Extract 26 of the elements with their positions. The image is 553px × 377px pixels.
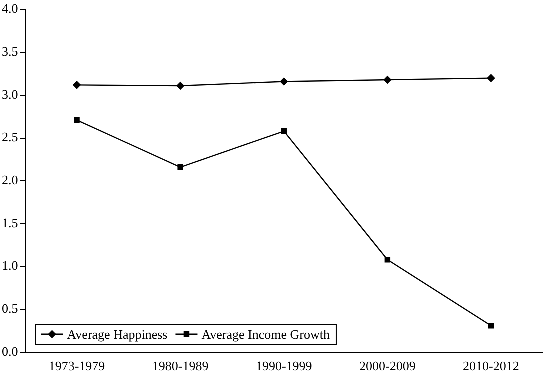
x-tick-label: 1973-1979 bbox=[48, 358, 106, 374]
point bbox=[176, 82, 184, 90]
y-tick-label: 4.0 bbox=[2, 1, 18, 16]
y-tick-label: 0.0 bbox=[2, 344, 18, 359]
point bbox=[280, 78, 288, 86]
point bbox=[178, 164, 184, 170]
y-tick-label: 2.5 bbox=[2, 130, 18, 145]
point bbox=[281, 128, 287, 134]
x-tick-label: 1990-1999 bbox=[256, 358, 312, 374]
x-tick-label: 2000-2009 bbox=[360, 358, 416, 374]
y-tick-label: 3.0 bbox=[2, 86, 18, 102]
y-tick-label: 1.0 bbox=[2, 258, 18, 274]
legend-label: Average Income Growth bbox=[202, 326, 330, 342]
y-tick-label: 2.0 bbox=[2, 172, 18, 188]
point bbox=[488, 322, 494, 329]
y-tick-label: 3.5 bbox=[2, 44, 18, 60]
x-tick-label: 1980-1989 bbox=[152, 358, 209, 374]
x-tick-label: 2010-2012 bbox=[463, 358, 520, 374]
legend-label: Average Happiness bbox=[67, 326, 168, 342]
point bbox=[74, 117, 80, 124]
point bbox=[73, 81, 81, 90]
y-tick-label: 0.5 bbox=[2, 300, 18, 316]
point bbox=[384, 76, 392, 84]
y-tick-label: 1.5 bbox=[2, 215, 18, 230]
point bbox=[384, 257, 391, 263]
point bbox=[487, 74, 496, 82]
